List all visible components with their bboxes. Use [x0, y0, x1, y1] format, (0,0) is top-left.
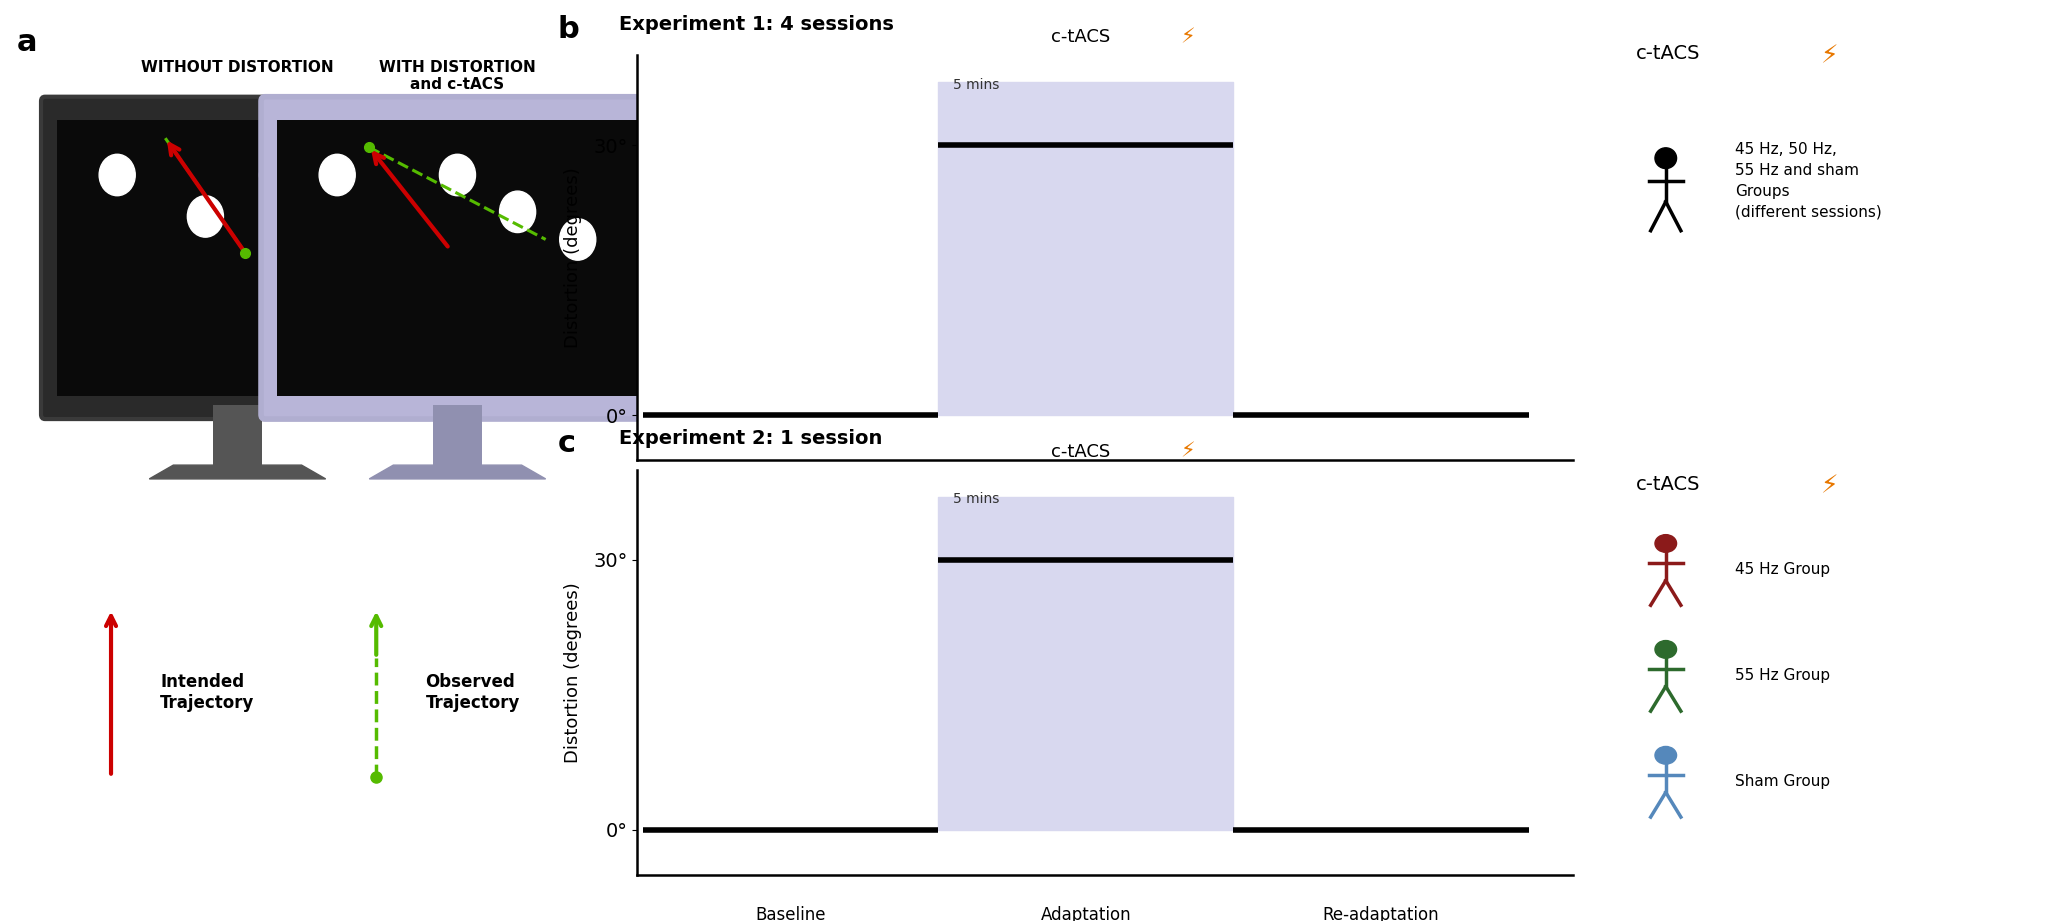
Text: ⚡: ⚡ [1822, 474, 1838, 498]
Text: 45 Hz Group: 45 Hz Group [1735, 563, 1830, 577]
Bar [214, 405, 261, 470]
Text: 80 trials: 80 trials [1353, 546, 1410, 560]
Bar [434, 405, 481, 470]
Text: Stage 1: Stage 1 [765, 519, 818, 533]
Text: 80 trials: 80 trials [763, 546, 818, 560]
Text: a: a [16, 28, 37, 56]
Text: 5 mins: 5 mins [954, 77, 999, 92]
Text: Baseline: Baseline [755, 906, 827, 921]
Text: Experiment 2: 1 session: Experiment 2: 1 session [619, 429, 882, 449]
Text: WITH DISTORTION
and c-tACS: WITH DISTORTION and c-tACS [378, 60, 537, 92]
Polygon shape [150, 465, 325, 479]
Text: 55 Hz Group: 55 Hz Group [1735, 669, 1830, 683]
Text: Adaptation: Adaptation [1040, 492, 1131, 510]
Text: c-tACS: c-tACS [1637, 44, 1700, 64]
Y-axis label: Distortion (degrees): Distortion (degrees) [563, 168, 582, 348]
Text: ⚡: ⚡ [1180, 442, 1195, 461]
Text: WITHOUT DISTORTION: WITHOUT DISTORTION [142, 60, 333, 75]
Y-axis label: Distortion (degrees): Distortion (degrees) [563, 582, 582, 763]
Text: ⚡: ⚡ [1822, 44, 1838, 68]
Circle shape [259, 155, 296, 196]
Text: Stage 2: Stage 2 [1059, 519, 1112, 533]
Circle shape [99, 155, 136, 196]
Circle shape [440, 155, 475, 196]
Text: ⚡: ⚡ [1180, 28, 1195, 47]
Text: 5 mins: 5 mins [954, 492, 999, 507]
Bar [278, 120, 637, 396]
Circle shape [331, 196, 368, 238]
FancyBboxPatch shape [41, 97, 434, 419]
Text: Observed
Trajectory: Observed Trajectory [426, 673, 520, 712]
Circle shape [1655, 534, 1676, 553]
Text: b: b [557, 15, 580, 43]
Text: 45 Hz, 50 Hz,
55 Hz and sham
Groups
(different sessions): 45 Hz, 50 Hz, 55 Hz and sham Groups (dif… [1735, 142, 1881, 220]
Text: c-tACS: c-tACS [1051, 443, 1110, 460]
Circle shape [559, 219, 596, 261]
Circle shape [319, 155, 356, 196]
Text: Re-adaptation: Re-adaptation [1322, 492, 1439, 510]
Circle shape [1655, 746, 1676, 764]
Circle shape [1655, 147, 1676, 169]
Text: 120 trials: 120 trials [1053, 546, 1118, 560]
Bar [58, 120, 417, 396]
Circle shape [187, 196, 224, 238]
Text: Sham Group: Sham Group [1735, 775, 1830, 789]
Circle shape [1655, 641, 1676, 659]
Text: c: c [557, 429, 576, 458]
Text: Experiment 1: 4 sessions: Experiment 1: 4 sessions [619, 15, 894, 34]
Text: Baseline: Baseline [755, 492, 827, 510]
Text: Adaptation: Adaptation [1040, 906, 1131, 921]
Text: Stage 3: Stage 3 [1355, 519, 1408, 533]
Text: c-tACS: c-tACS [1637, 474, 1700, 494]
Polygon shape [370, 465, 545, 479]
FancyBboxPatch shape [261, 97, 654, 419]
Text: c-tACS: c-tACS [1051, 29, 1110, 46]
Text: Re-adaptation: Re-adaptation [1322, 906, 1439, 921]
Circle shape [500, 192, 537, 233]
Text: Intended
Trajectory: Intended Trajectory [160, 673, 255, 712]
